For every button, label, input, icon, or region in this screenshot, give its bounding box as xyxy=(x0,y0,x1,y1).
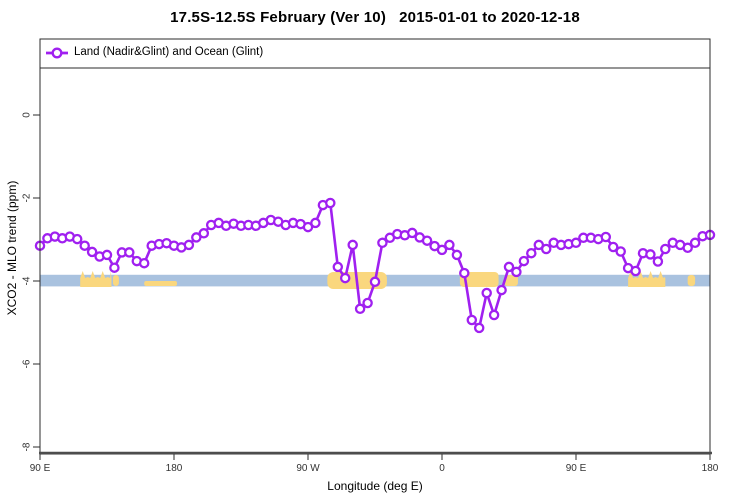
data-point xyxy=(451,249,463,261)
y-tick-label: -8 xyxy=(22,442,33,451)
data-point xyxy=(488,309,500,321)
data-point xyxy=(377,237,388,249)
x-tick-label: 180 xyxy=(702,463,719,474)
data-point xyxy=(503,261,515,273)
legend-label: Land (Nadir&Glint) and Ocean (Glint) xyxy=(74,46,264,58)
data-point xyxy=(79,240,90,251)
legend xyxy=(39,38,711,69)
data-points xyxy=(34,197,716,334)
land-patch xyxy=(628,271,666,287)
data-point xyxy=(101,249,113,261)
data-point xyxy=(511,266,522,278)
data-point xyxy=(124,247,135,258)
data-point xyxy=(645,249,656,260)
data-point xyxy=(310,217,321,229)
data-point xyxy=(347,239,358,251)
land-patch xyxy=(112,275,119,286)
data-point xyxy=(466,314,478,326)
data-point xyxy=(459,267,470,279)
land-patch xyxy=(504,275,518,286)
legend-box xyxy=(39,38,711,69)
data-point xyxy=(362,297,373,309)
data-point xyxy=(183,239,195,251)
data-point xyxy=(518,255,530,267)
data-point xyxy=(607,241,619,253)
data-point xyxy=(600,231,612,243)
data-point xyxy=(496,284,507,296)
land-patch xyxy=(144,281,177,286)
data-point xyxy=(540,243,552,255)
x-tick-label: 90 E xyxy=(566,463,587,474)
data-point xyxy=(689,237,701,249)
data-point xyxy=(406,227,418,239)
chart-title: 17.5S-12.5S February (Ver 10) 2015-01-01… xyxy=(170,9,580,26)
data-point xyxy=(332,261,344,273)
data-point xyxy=(86,246,98,258)
data-point xyxy=(526,247,537,259)
data-point xyxy=(630,265,641,277)
x-tick-label: 180 xyxy=(166,463,183,474)
data-point xyxy=(533,239,545,251)
data-point xyxy=(198,228,210,239)
data-point xyxy=(71,233,83,245)
data-point xyxy=(191,232,202,243)
data-point xyxy=(436,244,448,256)
data-point xyxy=(339,272,351,284)
data-point xyxy=(473,322,485,334)
data-point xyxy=(302,221,314,233)
x-axis-label: Longitude (deg E) xyxy=(327,479,423,493)
x-tick-label: 90 W xyxy=(296,463,320,474)
y-tick-label: -6 xyxy=(22,359,33,368)
land-patch xyxy=(80,271,112,287)
land-patch xyxy=(687,275,696,286)
data-point xyxy=(660,243,671,255)
land-patch xyxy=(459,272,499,287)
x-tick-label: 90 E xyxy=(30,463,51,474)
y-tick-label: 0 xyxy=(22,112,33,118)
data-point xyxy=(325,197,336,209)
y-axis: 0 -2 -4 -6 -8 xyxy=(22,112,40,451)
data-point xyxy=(481,287,492,299)
x-axis: 90 E 180 90 W 0 90 E 180 xyxy=(30,454,719,474)
data-point xyxy=(354,303,366,315)
data-point xyxy=(682,242,693,254)
data-point xyxy=(421,235,433,246)
data-point xyxy=(615,246,626,257)
data-point xyxy=(369,276,381,288)
y-tick-label: -2 xyxy=(22,193,33,202)
data-point xyxy=(652,256,664,267)
x-tick-label: 0 xyxy=(439,463,445,474)
data-point xyxy=(444,239,455,251)
y-tick-label: -4 xyxy=(22,276,33,285)
land-patches xyxy=(80,271,696,289)
legend-marker-circle xyxy=(51,47,63,59)
data-point xyxy=(109,262,120,273)
data-point xyxy=(138,257,150,269)
data-point xyxy=(570,237,582,249)
